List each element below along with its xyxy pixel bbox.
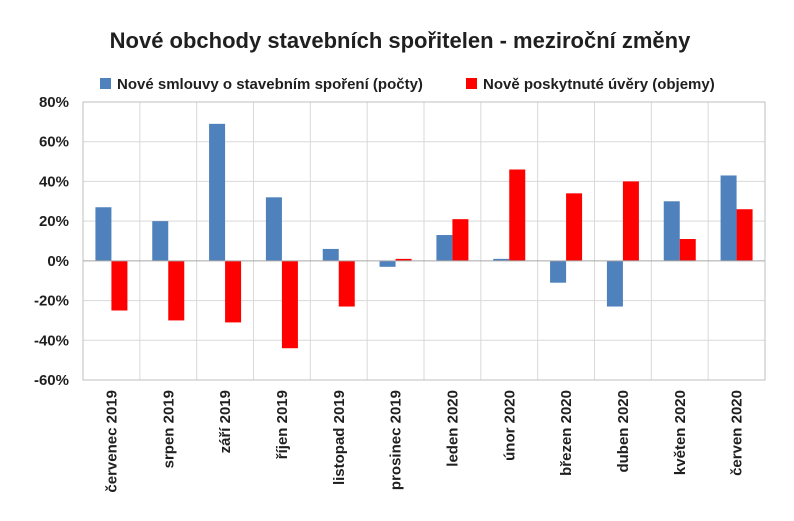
x-axis-ticks: červenec 2019 srpen 2019 září 2019 říjen 20… <box>103 390 745 493</box>
x-tick-label: říjen 2019 <box>274 390 291 459</box>
bars <box>83 123 765 349</box>
y-tick-label: 40% <box>39 173 69 190</box>
x-tick-label: březen 2020 <box>558 390 575 476</box>
x-tick-label: leden 2020 <box>444 390 461 467</box>
bar-smlouvy <box>493 258 510 261</box>
bar-uvery <box>622 181 639 261</box>
bar-smlouvy <box>265 197 282 261</box>
bar-smlouvy <box>663 201 680 261</box>
x-tick-label: únor 2020 <box>501 390 518 461</box>
y-axis-ticks: 80% 60% 40% 20% 0% -20% -40% -60% <box>34 94 69 389</box>
x-tick-label: srpen 2019 <box>160 390 177 468</box>
y-tick-label: 60% <box>39 134 69 151</box>
bar-uvery <box>395 258 412 261</box>
legend: Nové smlouvy o stavebním spoření (počty)… <box>100 76 715 93</box>
bar-uvery <box>225 260 242 323</box>
y-tick-label: -20% <box>34 293 69 310</box>
chart-title: Nové obchody stavebních spořitelen - mez… <box>110 28 691 53</box>
bar-smlouvy <box>152 221 169 261</box>
x-tick-label: červen 2020 <box>729 390 746 476</box>
bar-uvery <box>281 260 298 349</box>
plot-area-border <box>82 101 766 381</box>
x-tick-label: květen 2020 <box>672 390 689 475</box>
gridlines <box>82 101 766 381</box>
bar-smlouvy <box>209 123 226 261</box>
legend-label-uvery: Nově poskytnuté úvěry (objemy) <box>483 76 715 93</box>
bar-uvery <box>566 193 583 261</box>
bar-smlouvy <box>720 175 737 261</box>
y-tick-label: 80% <box>39 94 69 111</box>
x-tick-label: září 2019 <box>217 390 234 453</box>
bar-smlouvy <box>379 260 396 267</box>
legend-label-smlouvy: Nové smlouvy o stavebním spoření (počty) <box>117 76 423 93</box>
bar-uvery <box>338 260 355 307</box>
bar-uvery <box>111 260 128 311</box>
bar-smlouvy <box>322 248 339 261</box>
x-tick-label: listopad 2019 <box>331 390 348 485</box>
x-tick-label: červenec 2019 <box>103 390 120 493</box>
x-tick-label: prosinec 2019 <box>388 390 405 490</box>
legend-swatch-uvery <box>466 78 477 89</box>
legend-swatch-smlouvy <box>100 78 111 89</box>
y-tick-label: -60% <box>34 372 69 389</box>
bar-smlouvy <box>550 260 567 283</box>
bar-uvery <box>679 239 696 261</box>
y-tick-label: -40% <box>34 332 69 349</box>
y-tick-label: 20% <box>39 213 69 230</box>
x-tick-label: duben 2020 <box>615 390 632 473</box>
bar-uvery <box>509 169 526 261</box>
bar-uvery <box>168 260 185 321</box>
bar-smlouvy <box>95 207 112 261</box>
bar-uvery <box>736 209 753 261</box>
bar-smlouvy <box>606 260 623 307</box>
bar-uvery <box>452 219 469 261</box>
y-tick-label: 0% <box>47 253 69 270</box>
bar-smlouvy <box>436 235 453 261</box>
